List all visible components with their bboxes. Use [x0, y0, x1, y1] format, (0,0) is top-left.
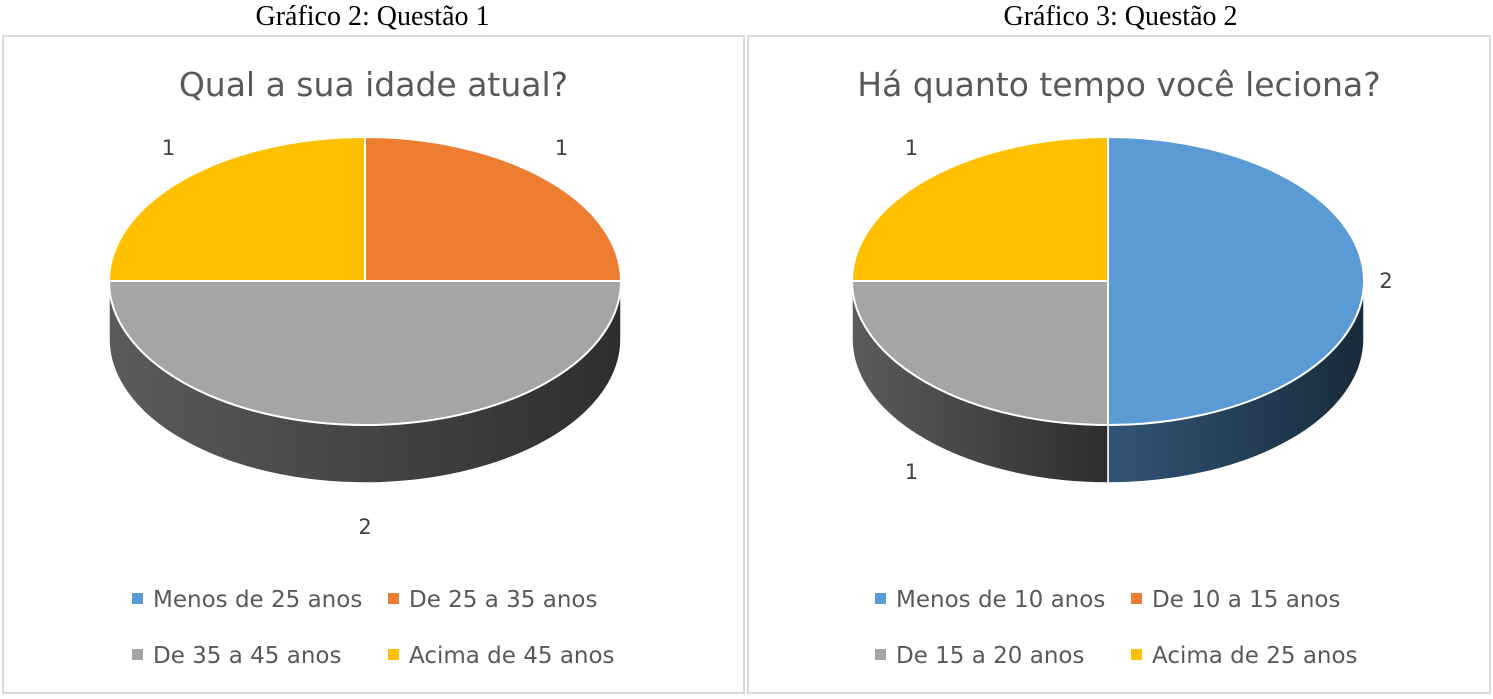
pie-chart: 1 2 1: [107, 135, 623, 539]
legend-label: Acima de 25 anos: [1152, 643, 1358, 669]
legend-label: Menos de 10 anos: [896, 587, 1106, 613]
chart-title: Qual a sua idade atual?: [178, 65, 569, 104]
pie-slice-3: [107, 135, 366, 282]
legend-swatch: [1131, 593, 1142, 604]
pie-slice-2: [107, 280, 623, 426]
chart-caption-2: Gráfico 3: Questão 2: [1003, 1, 1238, 32]
data-label-2: 1: [905, 460, 918, 484]
legend-swatch: [875, 649, 886, 660]
data-label-1: 1: [555, 136, 568, 160]
legend-swatch: [388, 649, 399, 660]
pie-slice-2: [850, 280, 1109, 427]
legend-swatch: [1131, 649, 1142, 660]
chart-title: Há quanto tempo você leciona?: [857, 65, 1381, 104]
legend-item: Acima de 45 anos: [388, 641, 615, 671]
legend-label: De 15 a 20 anos: [896, 643, 1085, 669]
legend-label: De 10 a 15 anos: [1152, 587, 1341, 613]
legend-swatch: [875, 593, 886, 604]
legend-label: De 25 a 35 anos: [409, 587, 598, 613]
data-label-3: 1: [905, 136, 918, 160]
legend-swatch: [132, 593, 143, 604]
pie-slice-0: [1107, 135, 1365, 427]
chart-panel-1: Qual a sua idade atual? 1 2 1 Menos de 25 …: [2, 35, 745, 694]
pie-slice-3: [850, 135, 1109, 282]
legend-item: De 35 a 45 anos: [132, 641, 341, 671]
legend-label: Menos de 25 anos: [153, 587, 363, 613]
legend-label: Acima de 45 anos: [409, 643, 615, 669]
data-label-0: 2: [1379, 269, 1392, 293]
data-label-3: 1: [162, 136, 175, 160]
data-label-2: 2: [358, 515, 371, 539]
legend-item: Acima de 25 anos: [1131, 641, 1358, 671]
legend-label: De 35 a 45 anos: [153, 643, 342, 669]
legend-item: De 10 a 15 anos: [1131, 585, 1340, 615]
chart-caption-1: Gráfico 2: Questão 1: [255, 1, 490, 32]
legend-item: De 25 a 35 anos: [388, 585, 597, 615]
pie-chart: 2 1 1: [850, 135, 1393, 484]
legend-swatch: [388, 593, 399, 604]
legend-item: De 15 a 20 anos: [875, 641, 1084, 671]
legend-item: Menos de 10 anos: [875, 585, 1105, 615]
legend-item: Menos de 25 anos: [132, 585, 362, 615]
chart-panel-2: Há quanto tempo você leciona? 2 1 1 Menos …: [747, 35, 1491, 694]
legend-swatch: [132, 649, 143, 660]
pie-slice-1: [364, 135, 623, 282]
